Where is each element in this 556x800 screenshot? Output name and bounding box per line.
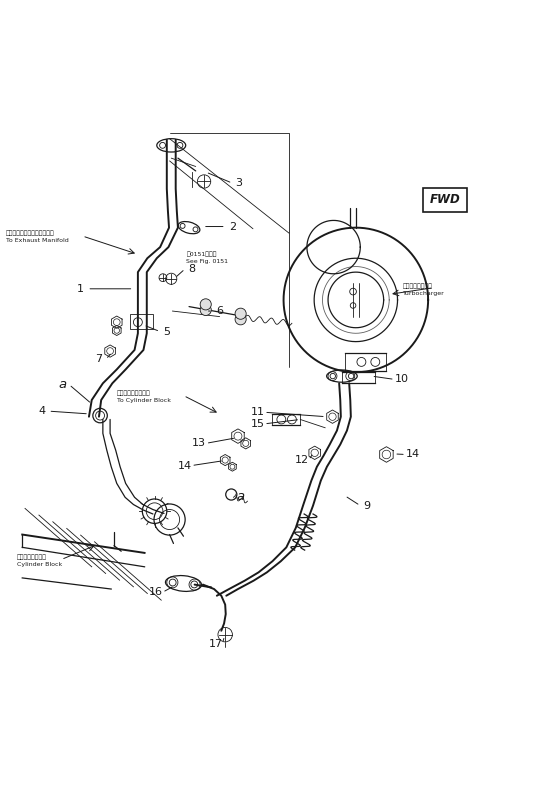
Text: 10: 10 <box>394 374 409 385</box>
Text: 1: 1 <box>77 284 84 294</box>
Text: 8: 8 <box>188 264 195 274</box>
Text: 14: 14 <box>177 461 192 470</box>
Text: 14: 14 <box>405 450 420 459</box>
Circle shape <box>200 299 211 310</box>
Text: 12: 12 <box>295 455 309 465</box>
Circle shape <box>235 314 246 325</box>
Text: 2: 2 <box>229 222 236 231</box>
Text: a: a <box>58 378 66 391</box>
Text: Cylinder Block: Cylinder Block <box>17 562 62 566</box>
Text: シリンダブロック: シリンダブロック <box>17 554 47 559</box>
Text: 4: 4 <box>38 406 45 416</box>
Text: 6: 6 <box>216 306 223 316</box>
Text: エキゾーストマニホールドへ: エキゾーストマニホールドへ <box>6 230 54 236</box>
Text: To Exhaust Manifold: To Exhaust Manifold <box>6 238 68 243</box>
Text: To Cylinder Block: To Cylinder Block <box>117 398 171 402</box>
Text: FWD: FWD <box>429 194 460 206</box>
Text: 11: 11 <box>250 407 265 418</box>
Text: ターボチャージャ: ターボチャージャ <box>403 283 433 289</box>
Text: 17: 17 <box>208 638 223 649</box>
Circle shape <box>200 304 211 315</box>
Text: 13: 13 <box>192 438 206 448</box>
Circle shape <box>235 308 246 319</box>
Text: 第0151図参照: 第0151図参照 <box>186 251 217 257</box>
Text: 16: 16 <box>148 587 163 598</box>
Text: 7: 7 <box>96 354 102 365</box>
Text: 5: 5 <box>163 326 170 337</box>
Text: 3: 3 <box>236 178 242 188</box>
Text: 9: 9 <box>364 501 370 510</box>
Text: See Fig. 0151: See Fig. 0151 <box>186 258 229 263</box>
Text: Turbocharger: Turbocharger <box>403 290 445 296</box>
Text: 15: 15 <box>250 419 265 429</box>
Text: a: a <box>236 490 244 502</box>
Text: シリンダブロックへ: シリンダブロックへ <box>117 390 151 395</box>
